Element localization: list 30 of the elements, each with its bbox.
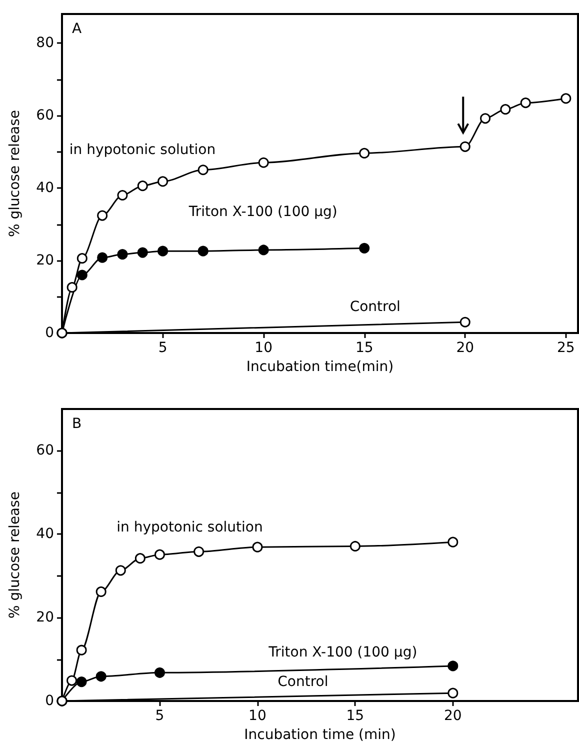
y-tick-label: 0 — [45, 693, 54, 709]
x-tick-label: 15 — [346, 708, 364, 724]
x-tick-label: 5 — [158, 340, 168, 356]
y-tick-label: 20 — [36, 610, 54, 626]
series-label: Control — [278, 674, 328, 690]
y-tick-label: 40 — [36, 526, 54, 542]
y-tick-label: 40 — [36, 180, 54, 196]
y-tick-label: 20 — [36, 252, 54, 268]
x-tick-label: 25 — [556, 340, 575, 356]
x-tick-label: 20 — [444, 708, 462, 724]
y-axis-title: % glucose release — [7, 491, 23, 619]
y-tick-label: 60 — [36, 442, 54, 459]
text: Triton X-100 (100 µg) — [188, 204, 338, 220]
y-tick-label: 80 — [36, 35, 54, 51]
x-tick-label: 15 — [355, 340, 374, 356]
x-tick-label: 20 — [456, 340, 474, 356]
x-tick-label: 5 — [155, 708, 164, 724]
series-label: in hypotonic solution — [116, 519, 263, 536]
x-axis-title: Incubation time(min) — [246, 358, 394, 375]
series-label: Triton X-100 (100 µg) — [268, 644, 418, 661]
y-axis-title: % glucose release — [7, 110, 23, 238]
annotation: A — [72, 21, 82, 37]
annotation: B — [72, 416, 82, 432]
x-axis-title: Incubation time (min) — [244, 726, 396, 743]
series-label: in hypotonic solution — [69, 142, 216, 158]
y-tick-label: 60 — [36, 108, 54, 124]
y-tick-label: 0 — [45, 325, 54, 341]
series-label: Control — [350, 298, 400, 315]
x-tick-label: 10 — [254, 340, 272, 356]
x-tick-label: 10 — [248, 708, 266, 724]
